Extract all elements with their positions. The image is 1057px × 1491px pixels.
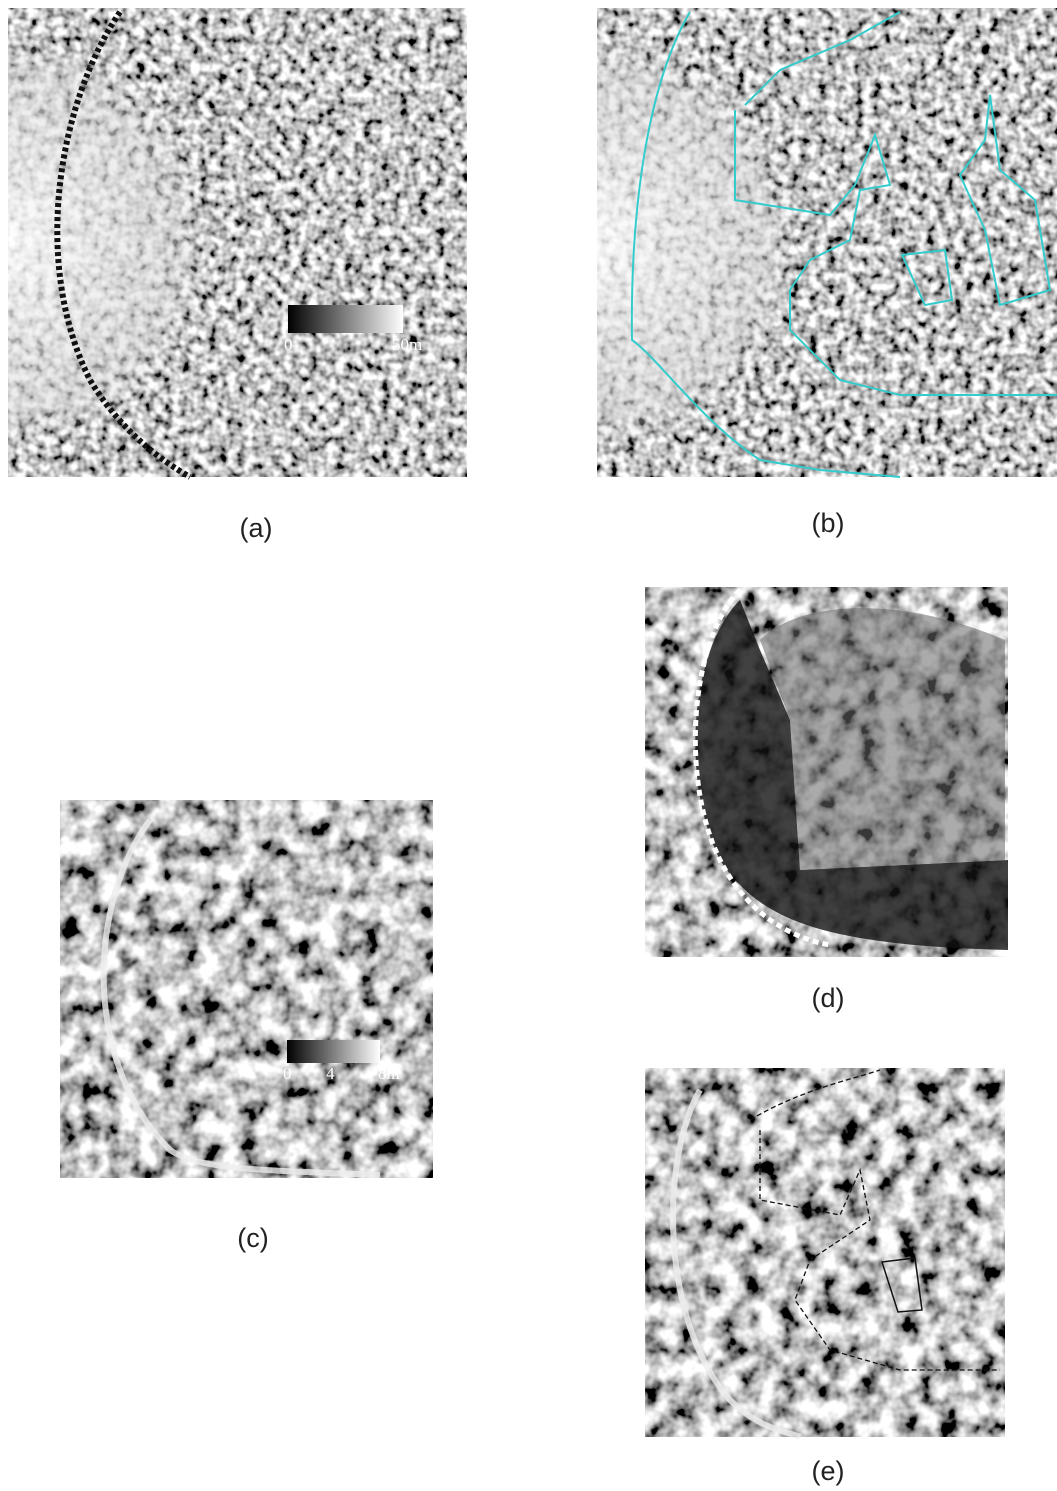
scale-bar [288, 305, 403, 333]
scale-bar [287, 1040, 380, 1063]
image [645, 1068, 1005, 1437]
scale-label: 0 [284, 335, 293, 354]
caption: (d) [812, 983, 845, 1013]
scale-label: 4 [326, 1064, 335, 1083]
panel-a: 0 50m (a) [8, 8, 467, 543]
panel-e: (e) [645, 1068, 1005, 1486]
caption: (b) [812, 508, 845, 538]
panel-b: (b) [597, 8, 1057, 538]
panel-c: 0 4 8m (c) [60, 800, 433, 1253]
caption: (e) [812, 1456, 845, 1486]
image-halo [8, 8, 467, 477]
panel-d: (d) [645, 587, 1008, 1013]
caption: (c) [237, 1223, 268, 1253]
image [60, 800, 433, 1178]
caption: (a) [240, 513, 273, 543]
scale-label: 0 [283, 1064, 292, 1083]
figure: 0 50m (a) (b) 0 4 8m (c) (d) (e) [0, 0, 1057, 1491]
page: {"panels": [ {"label": "(a)", "scale_lab… [0, 0, 1057, 1491]
scale-label: 50m [392, 335, 422, 354]
scale-label: 8m [378, 1064, 400, 1083]
